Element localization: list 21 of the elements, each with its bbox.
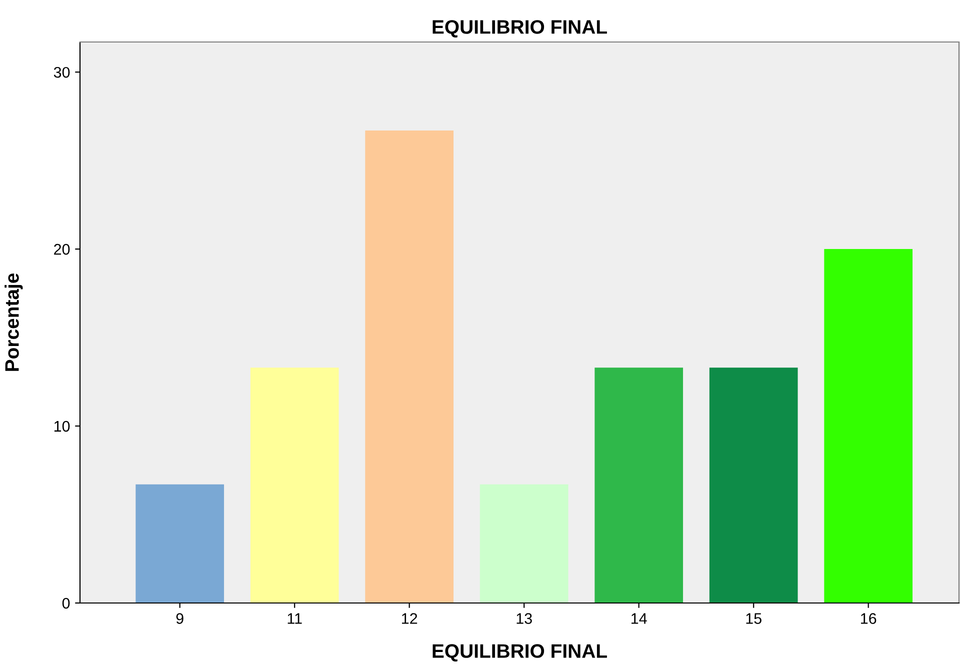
x-tick-label: 12 <box>402 613 418 624</box>
bar <box>594 368 684 603</box>
x-tick-label: 9 <box>176 613 184 624</box>
bar <box>824 249 913 603</box>
x-tick-label: 15 <box>746 613 762 624</box>
y-axis-title: Porcentaje <box>4 273 23 371</box>
x-tick-label: 14 <box>632 613 647 624</box>
x-axis-title: EQUILIBRIO FINAL <box>432 644 607 662</box>
y-tick-label: 20 <box>54 244 70 255</box>
x-tick-label: 13 <box>516 613 532 624</box>
x-tick-label: 11 <box>288 613 302 624</box>
chart-title: EQUILIBRIO FINAL <box>432 20 607 38</box>
bar <box>136 484 224 603</box>
y-tick-label: 10 <box>54 420 70 432</box>
bar <box>709 368 798 603</box>
x-tick-label: 16 <box>861 613 876 624</box>
bar <box>365 130 454 603</box>
bar <box>250 368 339 603</box>
y-tick-label: 0 <box>62 598 70 609</box>
bar <box>480 484 568 603</box>
y-tick-label: 30 <box>54 66 70 78</box>
